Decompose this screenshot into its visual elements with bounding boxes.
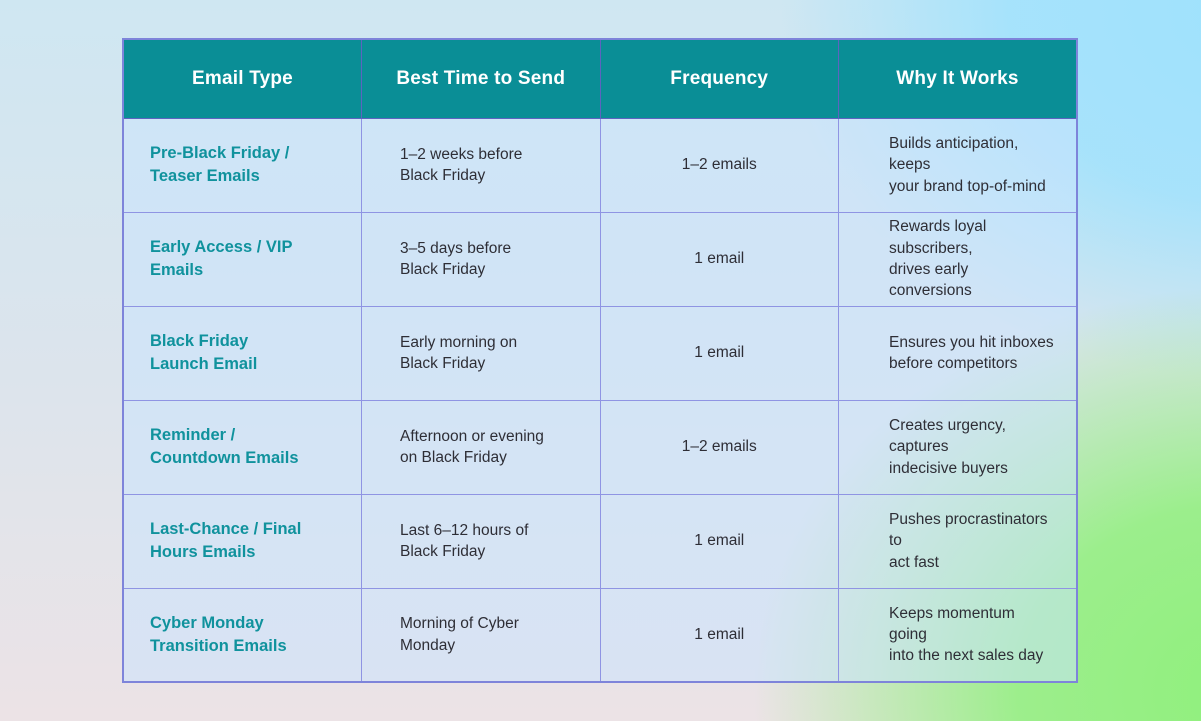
email-type-cell: Pre-Black Friday / Teaser Emails [122,117,362,213]
table-row: Early Access / VIP Emails 3–5 days befor… [122,211,1078,307]
table-row: Last-Chance / Final Hours Emails Last 6–… [122,493,1078,589]
email-type-cell: Last-Chance / Final Hours Emails [122,493,362,589]
why-it-works-cell: Ensures you hit inboxes before competito… [838,305,1078,401]
black-friday-email-schedule-table: Email Type Best Time to Send Frequency W… [122,38,1078,683]
frequency-cell: 1–2 emails [599,399,839,495]
table-row: Pre-Black Friday / Teaser Emails 1–2 wee… [122,117,1078,213]
header-best-time: Best Time to Send [361,38,601,119]
best-time-cell: Early morning on Black Friday [361,305,601,401]
header-email-type: Email Type [122,38,362,119]
why-it-works-cell: Builds anticipation, keeps your brand to… [838,117,1078,213]
why-it-works-cell: Creates urgency, captures indecisive buy… [838,399,1078,495]
email-type-cell: Cyber Monday Transition Emails [122,587,362,683]
email-type-cell: Black Friday Launch Email [122,305,362,401]
email-type-cell: Early Access / VIP Emails [122,211,362,307]
best-time-cell: Morning of Cyber Monday [361,587,601,683]
header-frequency: Frequency [599,38,839,119]
best-time-cell: 1–2 weeks before Black Friday [361,117,601,213]
why-it-works-cell: Keeps momentum going into the next sales… [838,587,1078,683]
frequency-cell: 1 email [599,493,839,589]
header-why-it-works: Why It Works [838,38,1078,119]
table-row: Cyber Monday Transition Emails Morning o… [122,587,1078,683]
best-time-cell: Last 6–12 hours of Black Friday [361,493,601,589]
best-time-cell: 3–5 days before Black Friday [361,211,601,307]
email-type-cell: Reminder / Countdown Emails [122,399,362,495]
why-it-works-cell: Pushes procrastinators to act fast [838,493,1078,589]
why-it-works-cell: Rewards loyal subscribers, drives early … [838,211,1078,307]
frequency-cell: 1 email [599,211,839,307]
table-row: Reminder / Countdown Emails Afternoon or… [122,399,1078,495]
frequency-cell: 1–2 emails [599,117,839,213]
best-time-cell: Afternoon or evening on Black Friday [361,399,601,495]
frequency-cell: 1 email [599,587,839,683]
table-row: Black Friday Launch Email Early morning … [122,305,1078,401]
frequency-cell: 1 email [599,305,839,401]
header-row: Email Type Best Time to Send Frequency W… [122,38,1078,119]
